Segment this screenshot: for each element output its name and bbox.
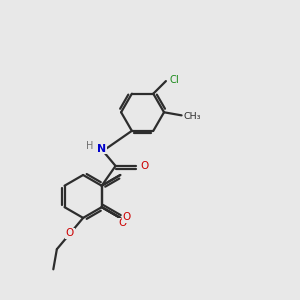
Text: Cl: Cl xyxy=(169,75,179,85)
Text: O: O xyxy=(66,228,74,238)
Text: N: N xyxy=(97,144,106,154)
Text: O: O xyxy=(140,161,148,171)
Text: O: O xyxy=(123,212,131,222)
Text: CH₃: CH₃ xyxy=(183,112,201,121)
Text: H: H xyxy=(86,142,94,152)
Text: O: O xyxy=(118,218,126,229)
